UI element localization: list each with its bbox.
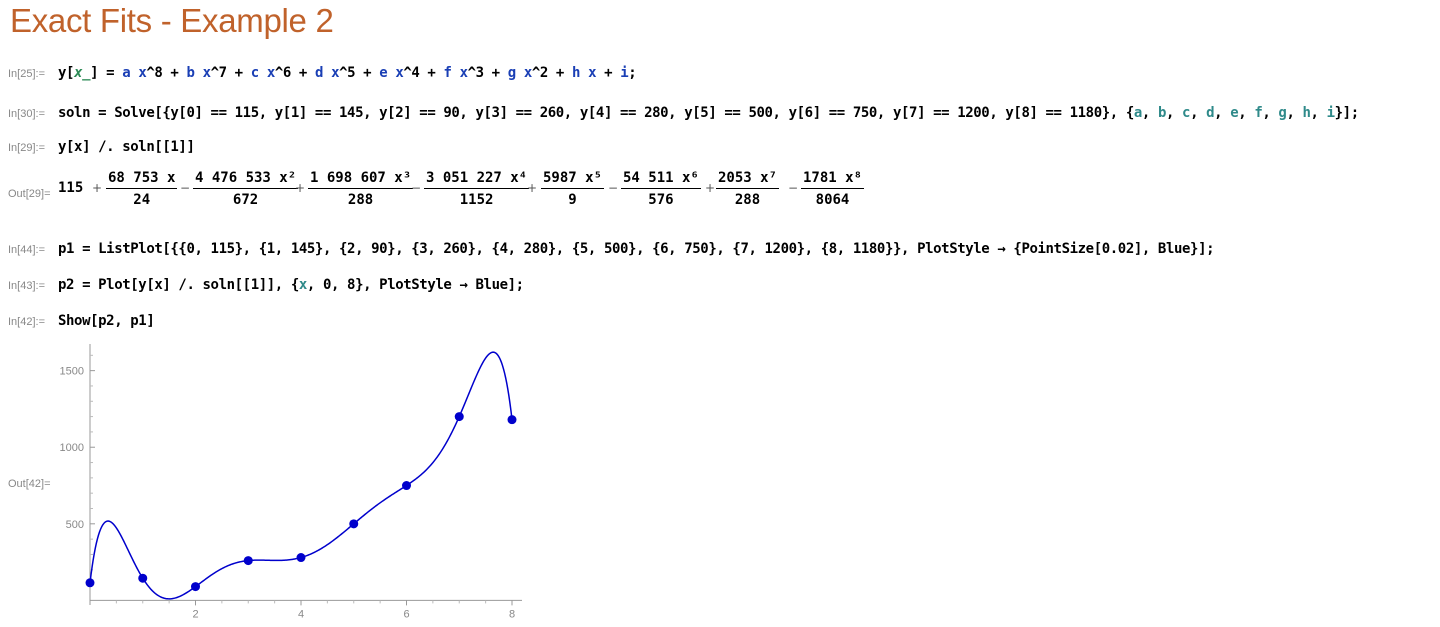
cell-code[interactable]: p1 = ListPlot[{{0, 115}, {1, 145}, {2, 9…	[58, 241, 1215, 257]
x-tick-label: 6	[403, 608, 409, 620]
input-cell-25[interactable]: In[25]:= y[x_] = a x^8 + b x^7 + c x^6 +…	[0, 62, 1440, 84]
cell-label: In[29]:=	[8, 142, 46, 154]
fraction-term: 3 051 227 x⁴ 1152	[424, 170, 530, 208]
cell-label: In[42]:=	[8, 316, 46, 328]
y-tick-label: 1000	[60, 442, 84, 454]
x-tick-label: 4	[298, 608, 304, 620]
fraction-term: 5987 x⁵ 9	[541, 170, 605, 208]
input-cell-29[interactable]: In[29]:= y[x] /. soln[[1]]	[0, 136, 1440, 158]
cell-code[interactable]: y[x_] = a x^8 + b x^7 + c x^6 + d x^5 + …	[58, 65, 637, 81]
input-cell-30[interactable]: In[30]:= soln = Solve[{y[0] == 115, y[1]…	[0, 102, 1440, 124]
page-title: Exact Fits - Example 2	[10, 2, 334, 39]
cell-code[interactable]: y[x] /. soln[[1]]	[58, 139, 195, 155]
operator: −	[180, 181, 191, 195]
fraction-term: 68 753 x 24	[106, 170, 178, 208]
data-point	[138, 573, 148, 583]
data-point	[191, 582, 200, 592]
output-cell-29: Out[29]= 115 + 68 753 x 24 − 4 476 533 x²…	[0, 168, 1440, 218]
data-point	[507, 415, 517, 425]
operator: +	[295, 181, 306, 195]
cell-label: Out[29]=	[8, 188, 51, 200]
input-cell-44[interactable]: In[44]:= p1 = ListPlot[{{0, 115}, {1, 14…	[0, 238, 1440, 260]
x-tick-label: 2	[192, 608, 198, 620]
data-point	[296, 553, 306, 563]
cell-label: In[44]:=	[8, 244, 46, 256]
input-cell-42[interactable]: In[42]:= Show[p2, p1]	[0, 310, 1440, 332]
cell-code[interactable]: Show[p2, p1]	[58, 313, 155, 329]
data-point	[85, 578, 95, 588]
fraction-term: 54 511 x⁶ 576	[621, 170, 701, 208]
cell-code[interactable]: p2 = Plot[y[x] /. soln[[1]], {x, 0, 8}, …	[58, 277, 524, 293]
cell-code[interactable]: soln = Solve[{y[0] == 115, y[1] == 145, …	[58, 105, 1359, 121]
y-tick-label: 500	[66, 519, 84, 531]
operator: −	[608, 181, 619, 195]
constant-term: 115	[58, 180, 84, 196]
fraction-term: 2053 x⁷ 288	[716, 170, 780, 208]
operator: +	[705, 181, 716, 195]
data-point	[454, 412, 464, 422]
input-cell-43[interactable]: In[43]:= p2 = Plot[y[x] /. soln[[1]], {x…	[0, 274, 1440, 296]
operator: −	[411, 181, 422, 195]
data-point	[349, 519, 359, 529]
cell-label: Out[42]=	[8, 478, 51, 490]
data-point	[402, 481, 411, 491]
y-tick-label: 1500	[60, 366, 84, 378]
x-tick-label: 8	[509, 608, 515, 620]
fraction-term: 1781 x⁸ 8064	[801, 170, 865, 208]
operator: −	[788, 181, 799, 195]
fraction-term: 1 698 607 x³ 288	[308, 170, 414, 208]
plot-output: 2 4 6 8 500 1000 1500	[60, 344, 522, 620]
cell-label: In[43]:=	[8, 280, 46, 292]
data-point	[243, 556, 253, 566]
operator: +	[527, 181, 538, 195]
cell-label: In[25]:=	[8, 68, 46, 80]
cell-label: In[30]:=	[8, 108, 46, 120]
operator: +	[92, 181, 103, 195]
fraction-term: 4 476 533 x² 672	[193, 170, 299, 208]
